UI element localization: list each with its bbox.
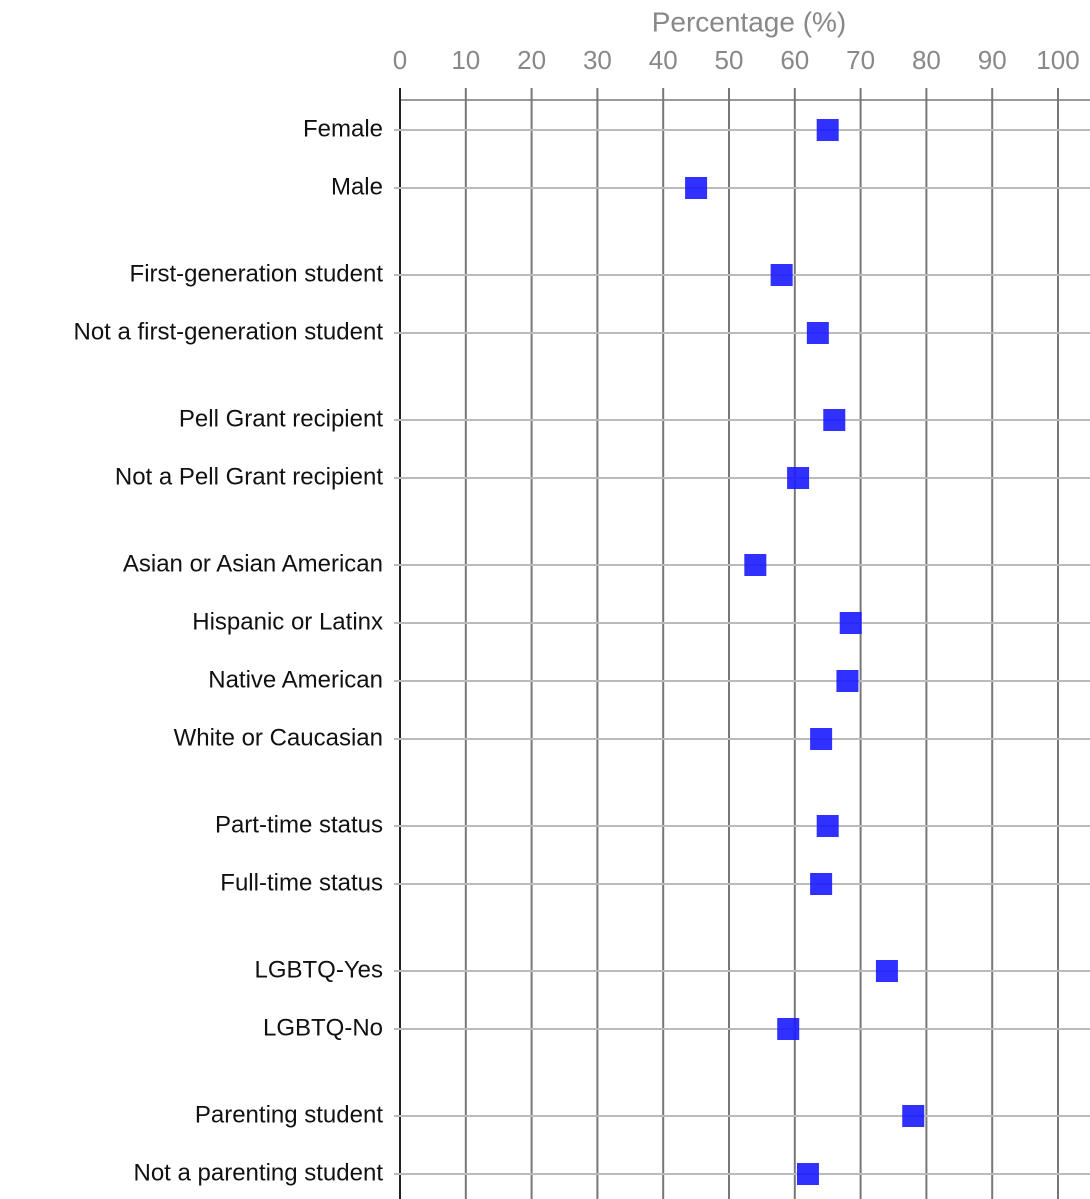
dot (823, 409, 846, 431)
dot (806, 322, 829, 344)
x-tick-label: 40 (649, 45, 678, 75)
y-tick-label: Male (331, 173, 383, 200)
y-tick-label: Native American (208, 666, 383, 693)
x-tick-label: 90 (978, 45, 1007, 75)
y-tick-label: Part-time status (215, 811, 383, 838)
y-tick-label: Asian or Asian American (123, 550, 383, 577)
y-tick-label: Full-time status (220, 869, 383, 896)
x-tick-label: 10 (451, 45, 480, 75)
dot (770, 264, 793, 286)
dot (902, 1105, 925, 1127)
y-tick-label: Not a first-generation student (73, 318, 383, 345)
y-tick-label: LGBTQ-No (263, 1014, 383, 1041)
y-tick-label: Pell Grant recipient (179, 405, 383, 432)
dot (875, 960, 898, 982)
y-tick-label: First-generation student (130, 260, 384, 287)
y-tick-label: Not a Pell Grant recipient (115, 463, 383, 490)
dot (777, 1018, 800, 1040)
x-tick-label: 20 (517, 45, 546, 75)
dot (810, 728, 833, 750)
y-tick-label: Parenting student (195, 1101, 383, 1128)
x-tick-label: 70 (846, 45, 875, 75)
dot (796, 1163, 819, 1185)
x-tick-label: 60 (780, 45, 809, 75)
dot (836, 670, 859, 692)
x-tick-label: 100 (1036, 45, 1079, 75)
x-tick-label: 50 (715, 45, 744, 75)
dot (787, 467, 810, 489)
y-tick-label: Female (303, 115, 383, 142)
dot (816, 815, 839, 837)
dot (685, 177, 708, 199)
chart-title: Percentage (%) (652, 6, 847, 37)
x-tick-label: 30 (583, 45, 612, 75)
y-tick-label: Hispanic or Latinx (192, 608, 383, 635)
dot (816, 119, 839, 141)
dot (810, 873, 833, 895)
y-tick-label: Not a parenting student (133, 1159, 383, 1186)
x-tick-label: 80 (912, 45, 941, 75)
y-tick-label: LGBTQ-Yes (255, 956, 384, 983)
dot (839, 612, 862, 634)
dot (744, 554, 767, 576)
y-tick-label: White or Caucasian (174, 724, 383, 751)
x-tick-label: 0 (393, 45, 407, 75)
